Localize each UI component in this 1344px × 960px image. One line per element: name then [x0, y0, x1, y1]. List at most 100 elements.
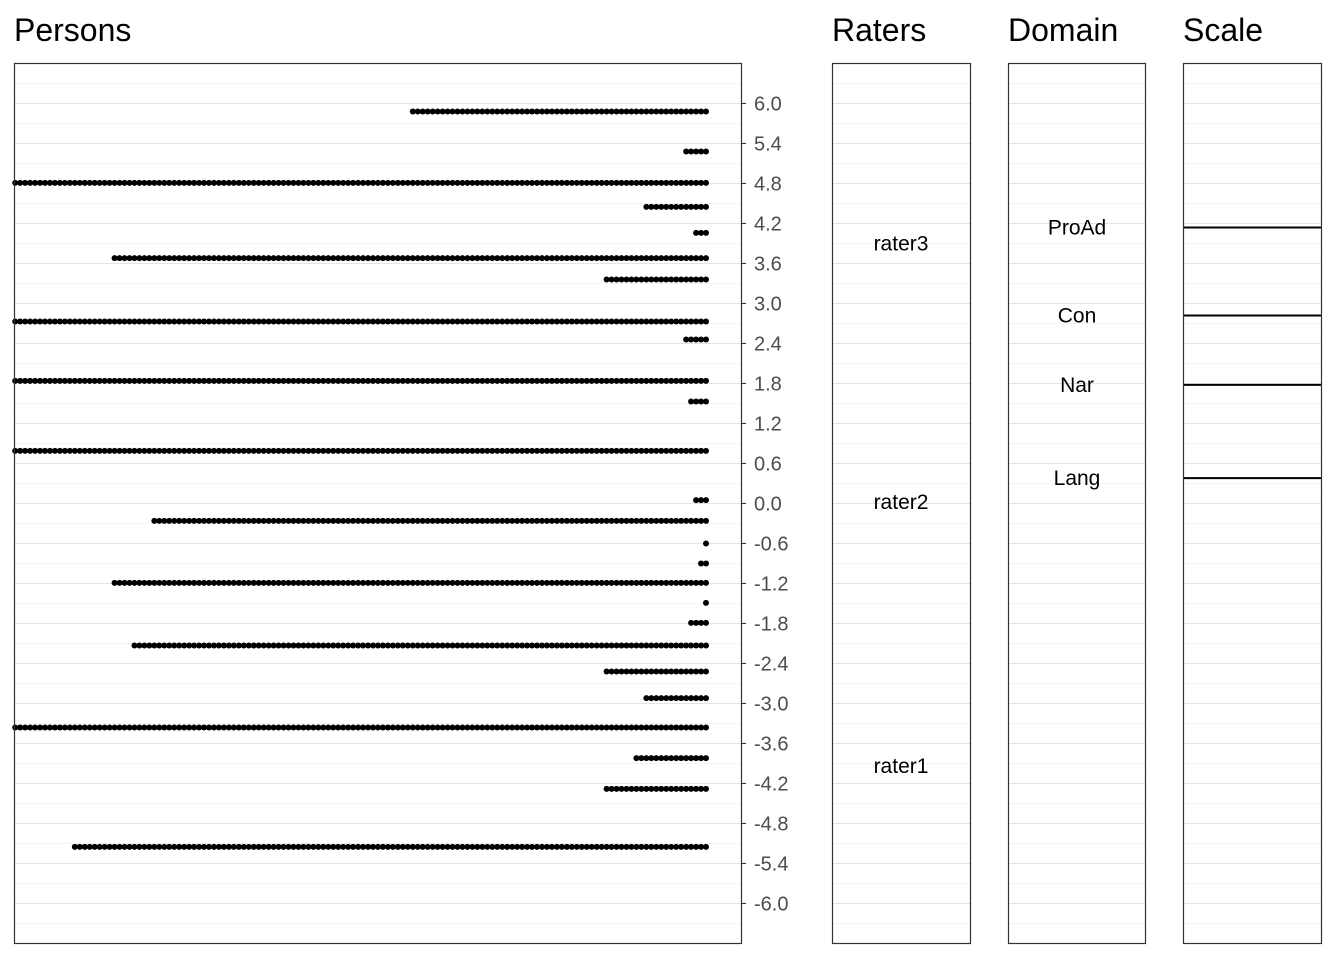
- person-dot: [613, 517, 620, 524]
- person-dot: [618, 276, 625, 283]
- person-dot: [568, 447, 575, 454]
- person-dot: [658, 447, 665, 454]
- person-dot: [673, 276, 680, 283]
- person-dot: [519, 642, 526, 649]
- person-dot: [399, 843, 406, 850]
- person-dot: [588, 179, 595, 186]
- person-dot: [414, 447, 421, 454]
- person-dot: [245, 318, 252, 325]
- person-dot: [166, 179, 173, 186]
- person-dot: [469, 517, 476, 524]
- person-dot: [693, 447, 700, 454]
- person-dot: [384, 179, 391, 186]
- person-dot: [235, 318, 242, 325]
- person-dot: [633, 179, 640, 186]
- person-dot: [678, 318, 685, 325]
- person-dot: [469, 579, 476, 586]
- person-dot: [106, 843, 113, 850]
- person-dot: [444, 724, 451, 731]
- person-dot: [563, 724, 570, 731]
- person-dot: [305, 517, 312, 524]
- person-dot: [275, 724, 282, 731]
- person-dot: [439, 179, 446, 186]
- person-dot: [573, 255, 580, 262]
- person-dot: [519, 179, 526, 186]
- person-dot: [524, 318, 531, 325]
- person-dot: [583, 108, 590, 115]
- person-dot: [330, 642, 337, 649]
- person-dot: [524, 108, 531, 115]
- person-dot: [479, 179, 486, 186]
- person-dot: [300, 318, 307, 325]
- person-dot: [524, 579, 531, 586]
- person-dot: [111, 843, 118, 850]
- person-dot: [131, 447, 138, 454]
- person-dot: [305, 579, 312, 586]
- person-dot: [653, 447, 660, 454]
- person-dot: [335, 255, 342, 262]
- person-dot: [454, 377, 461, 384]
- person-dot: [638, 579, 645, 586]
- person-dot: [151, 517, 158, 524]
- scale-frame: [1182, 62, 1323, 945]
- person-dot: [325, 843, 332, 850]
- person-dot: [260, 843, 267, 850]
- person-dot: [499, 642, 506, 649]
- person-dot: [111, 377, 118, 384]
- person-dot: [186, 377, 193, 384]
- person-dot: [444, 579, 451, 586]
- person-dot: [509, 447, 516, 454]
- person-dot: [116, 255, 123, 262]
- person-dot: [136, 724, 143, 731]
- person-dot: [365, 179, 372, 186]
- person-dot: [116, 447, 123, 454]
- person-dot: [121, 255, 128, 262]
- person-dot: [459, 255, 466, 262]
- person-dot: [633, 318, 640, 325]
- person-dot: [598, 179, 605, 186]
- person-dot: [489, 517, 496, 524]
- person-dot: [538, 642, 545, 649]
- person-dot: [370, 517, 377, 524]
- person-dot: [683, 843, 690, 850]
- person-dot: [633, 255, 640, 262]
- person-dot: [340, 642, 347, 649]
- person-dot: [245, 579, 252, 586]
- person-dot: [643, 755, 650, 762]
- person-dot: [325, 724, 332, 731]
- raters-title: Raters: [832, 12, 926, 48]
- person-dot: [280, 843, 287, 850]
- person-dot: [220, 447, 227, 454]
- person-dot: [250, 255, 257, 262]
- person-dot: [270, 179, 277, 186]
- person-dot: [131, 724, 138, 731]
- person-dot: [374, 843, 381, 850]
- person-dot: [350, 517, 357, 524]
- person-dot: [504, 377, 511, 384]
- person-dot: [270, 642, 277, 649]
- person-dot: [181, 642, 188, 649]
- person-dot: [419, 447, 426, 454]
- person-dot: [643, 318, 650, 325]
- person-dot: [638, 668, 645, 675]
- person-dot: [489, 843, 496, 850]
- person-dot: [215, 642, 222, 649]
- person-dot: [280, 642, 287, 649]
- person-dot: [703, 447, 709, 454]
- person-dot: [374, 255, 381, 262]
- person-dot: [111, 318, 118, 325]
- person-dot: [703, 179, 709, 186]
- person-dot: [618, 843, 625, 850]
- person-dot: [543, 517, 550, 524]
- person-dot: [394, 179, 401, 186]
- person-dot: [449, 447, 456, 454]
- person-dot: [91, 179, 98, 186]
- person-dot: [161, 642, 168, 649]
- person-dot: [379, 642, 386, 649]
- person-dot: [693, 377, 700, 384]
- person-dot: [668, 276, 675, 283]
- person-dot: [608, 255, 615, 262]
- person-dot: [320, 724, 327, 731]
- person-dot: [504, 447, 511, 454]
- person-dot: [176, 447, 183, 454]
